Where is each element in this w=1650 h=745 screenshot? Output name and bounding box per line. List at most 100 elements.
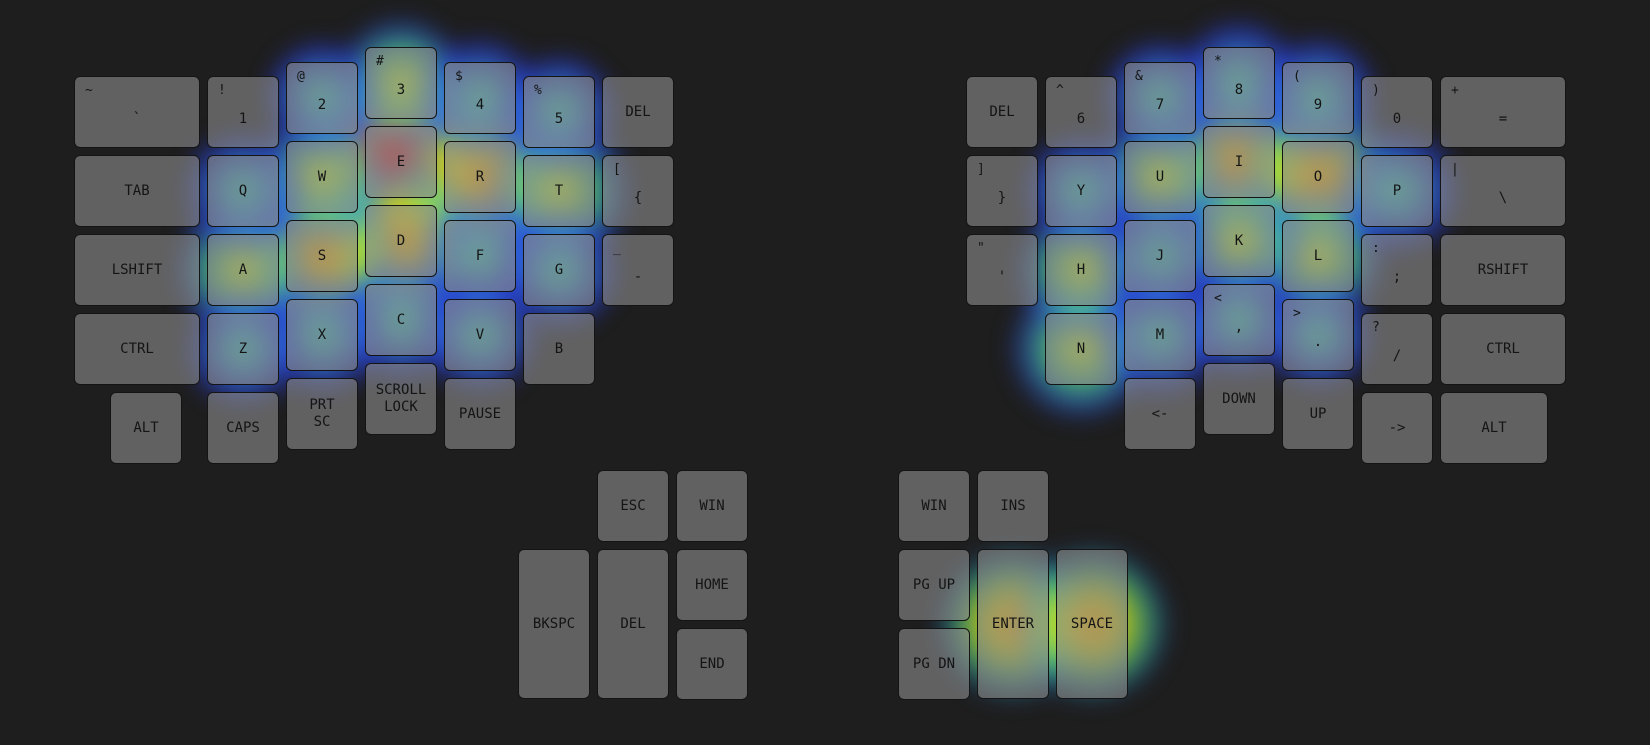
key-c[interactable]: C bbox=[365, 284, 437, 356]
key-label: N bbox=[1076, 340, 1086, 357]
key-z[interactable]: Z bbox=[207, 313, 279, 385]
key-home[interactable]: HOME bbox=[676, 549, 748, 621]
key-lctrl[interactable]: CTRL bbox=[74, 313, 200, 385]
key-del-right[interactable]: DEL bbox=[966, 76, 1038, 148]
key-left-brace[interactable]: [{ bbox=[602, 155, 674, 227]
key-shift-label: * bbox=[1214, 54, 1222, 69]
key-rshift[interactable]: RSHIFT bbox=[1440, 234, 1566, 306]
key-comma[interactable]: <, bbox=[1203, 284, 1275, 356]
key-label: PG DN bbox=[912, 655, 956, 672]
key-l[interactable]: L bbox=[1282, 220, 1354, 292]
key-grave[interactable]: ~ ` bbox=[74, 76, 200, 148]
key-shift-label: ( bbox=[1293, 69, 1301, 84]
key-w[interactable]: W bbox=[286, 141, 358, 213]
key-label: E bbox=[396, 153, 406, 170]
key-label: O bbox=[1313, 168, 1323, 185]
key-label: PRT SC bbox=[309, 397, 335, 430]
key-5[interactable]: % 5 bbox=[523, 76, 595, 148]
key-right-brace[interactable]: ]} bbox=[966, 155, 1038, 227]
key-scroll-lock[interactable]: SCROLL LOCK bbox=[365, 363, 437, 435]
key-prtsc[interactable]: PRT SC bbox=[286, 378, 358, 450]
key-ralt[interactable]: ALT bbox=[1440, 392, 1548, 464]
key-shift-label: + bbox=[1451, 83, 1459, 98]
key-label: { bbox=[633, 189, 643, 206]
key-n[interactable]: N bbox=[1045, 313, 1117, 385]
key-0[interactable]: ) 0 bbox=[1361, 76, 1433, 148]
key-m[interactable]: M bbox=[1124, 299, 1196, 371]
key-shift-label: : bbox=[1372, 241, 1380, 256]
key-pgup[interactable]: PG UP bbox=[898, 549, 970, 621]
key-win-left[interactable]: WIN bbox=[676, 470, 748, 542]
key-j[interactable]: J bbox=[1124, 220, 1196, 292]
key-label: K bbox=[1234, 232, 1244, 249]
key-label: ; bbox=[1392, 268, 1402, 285]
key-pgdn[interactable]: PG DN bbox=[898, 628, 970, 700]
key-arrow-right[interactable]: -> bbox=[1361, 392, 1433, 464]
key-x[interactable]: X bbox=[286, 299, 358, 371]
key-bkspc[interactable]: BKSPC bbox=[518, 549, 590, 699]
key-q[interactable]: Q bbox=[207, 155, 279, 227]
key-d[interactable]: D bbox=[365, 205, 437, 277]
key-g[interactable]: G bbox=[523, 234, 595, 306]
key-del-left[interactable]: DEL bbox=[602, 76, 674, 148]
key-lalt[interactable]: ALT bbox=[110, 392, 182, 464]
key-v[interactable]: V bbox=[444, 299, 516, 371]
key-quote[interactable]: " ' bbox=[966, 234, 1038, 306]
key-y[interactable]: Y bbox=[1045, 155, 1117, 227]
key-equals[interactable]: + = bbox=[1440, 76, 1566, 148]
key-shift-label: $ bbox=[455, 69, 463, 84]
key-period[interactable]: >. bbox=[1282, 299, 1354, 371]
key-lshift[interactable]: LSHIFT bbox=[74, 234, 200, 306]
key-semicolon[interactable]: :; bbox=[1361, 234, 1433, 306]
key-label: X bbox=[317, 326, 327, 343]
key-rctrl[interactable]: CTRL bbox=[1440, 313, 1566, 385]
key-enter[interactable]: ENTER bbox=[977, 549, 1049, 699]
key-7[interactable]: & 7 bbox=[1124, 62, 1196, 134]
key-label: Q bbox=[238, 182, 248, 199]
key-s[interactable]: S bbox=[286, 220, 358, 292]
key-backslash[interactable]: | \ bbox=[1440, 155, 1566, 227]
key-2[interactable]: @2 bbox=[286, 62, 358, 134]
key-u[interactable]: U bbox=[1124, 141, 1196, 213]
key-r[interactable]: R bbox=[444, 141, 516, 213]
key-shift-label: @ bbox=[297, 69, 305, 84]
key-minus[interactable]: _ - bbox=[602, 234, 674, 306]
key-h[interactable]: H bbox=[1045, 234, 1117, 306]
key-6[interactable]: ^ 6 bbox=[1045, 76, 1117, 148]
key-8[interactable]: * 8 bbox=[1203, 47, 1275, 119]
key-shift-label: ) bbox=[1372, 83, 1380, 98]
key-label: WIN bbox=[699, 497, 725, 514]
key-e[interactable]: E bbox=[365, 126, 437, 198]
key-down[interactable]: DOWN bbox=[1203, 363, 1275, 435]
key-4[interactable]: $4 bbox=[444, 62, 516, 134]
key-3[interactable]: #3 bbox=[365, 47, 437, 119]
key-b[interactable]: B bbox=[523, 313, 595, 385]
key-pause[interactable]: PAUSE bbox=[444, 378, 516, 450]
key-p[interactable]: P bbox=[1361, 155, 1433, 227]
key-a[interactable]: A bbox=[207, 234, 279, 306]
key-1[interactable]: ! 1 bbox=[207, 76, 279, 148]
key-slash[interactable]: ? / bbox=[1361, 313, 1433, 385]
key-tab[interactable]: TAB bbox=[74, 155, 200, 227]
key-f[interactable]: F bbox=[444, 220, 516, 292]
key-up[interactable]: UP bbox=[1282, 378, 1354, 450]
key-o[interactable]: O bbox=[1282, 141, 1354, 213]
key-shift-label: | bbox=[1451, 162, 1459, 177]
key-esc[interactable]: ESC bbox=[597, 470, 669, 542]
key-ins[interactable]: INS bbox=[977, 470, 1049, 542]
key-del-thumb[interactable]: DEL bbox=[597, 549, 669, 699]
key-shift-label: ] bbox=[977, 162, 985, 177]
key-caps[interactable]: CAPS bbox=[207, 392, 279, 464]
key-end[interactable]: END bbox=[676, 628, 748, 700]
key-space[interactable]: SPACE bbox=[1056, 549, 1128, 699]
key-label: END bbox=[699, 655, 725, 672]
key-9[interactable]: (9 bbox=[1282, 62, 1354, 134]
key-win-right[interactable]: WIN bbox=[898, 470, 970, 542]
key-t[interactable]: T bbox=[523, 155, 595, 227]
key-label: TAB bbox=[124, 182, 150, 199]
key-k[interactable]: K bbox=[1203, 205, 1275, 277]
key-i[interactable]: I bbox=[1203, 126, 1275, 198]
key-arrow-left[interactable]: <- bbox=[1124, 378, 1196, 450]
